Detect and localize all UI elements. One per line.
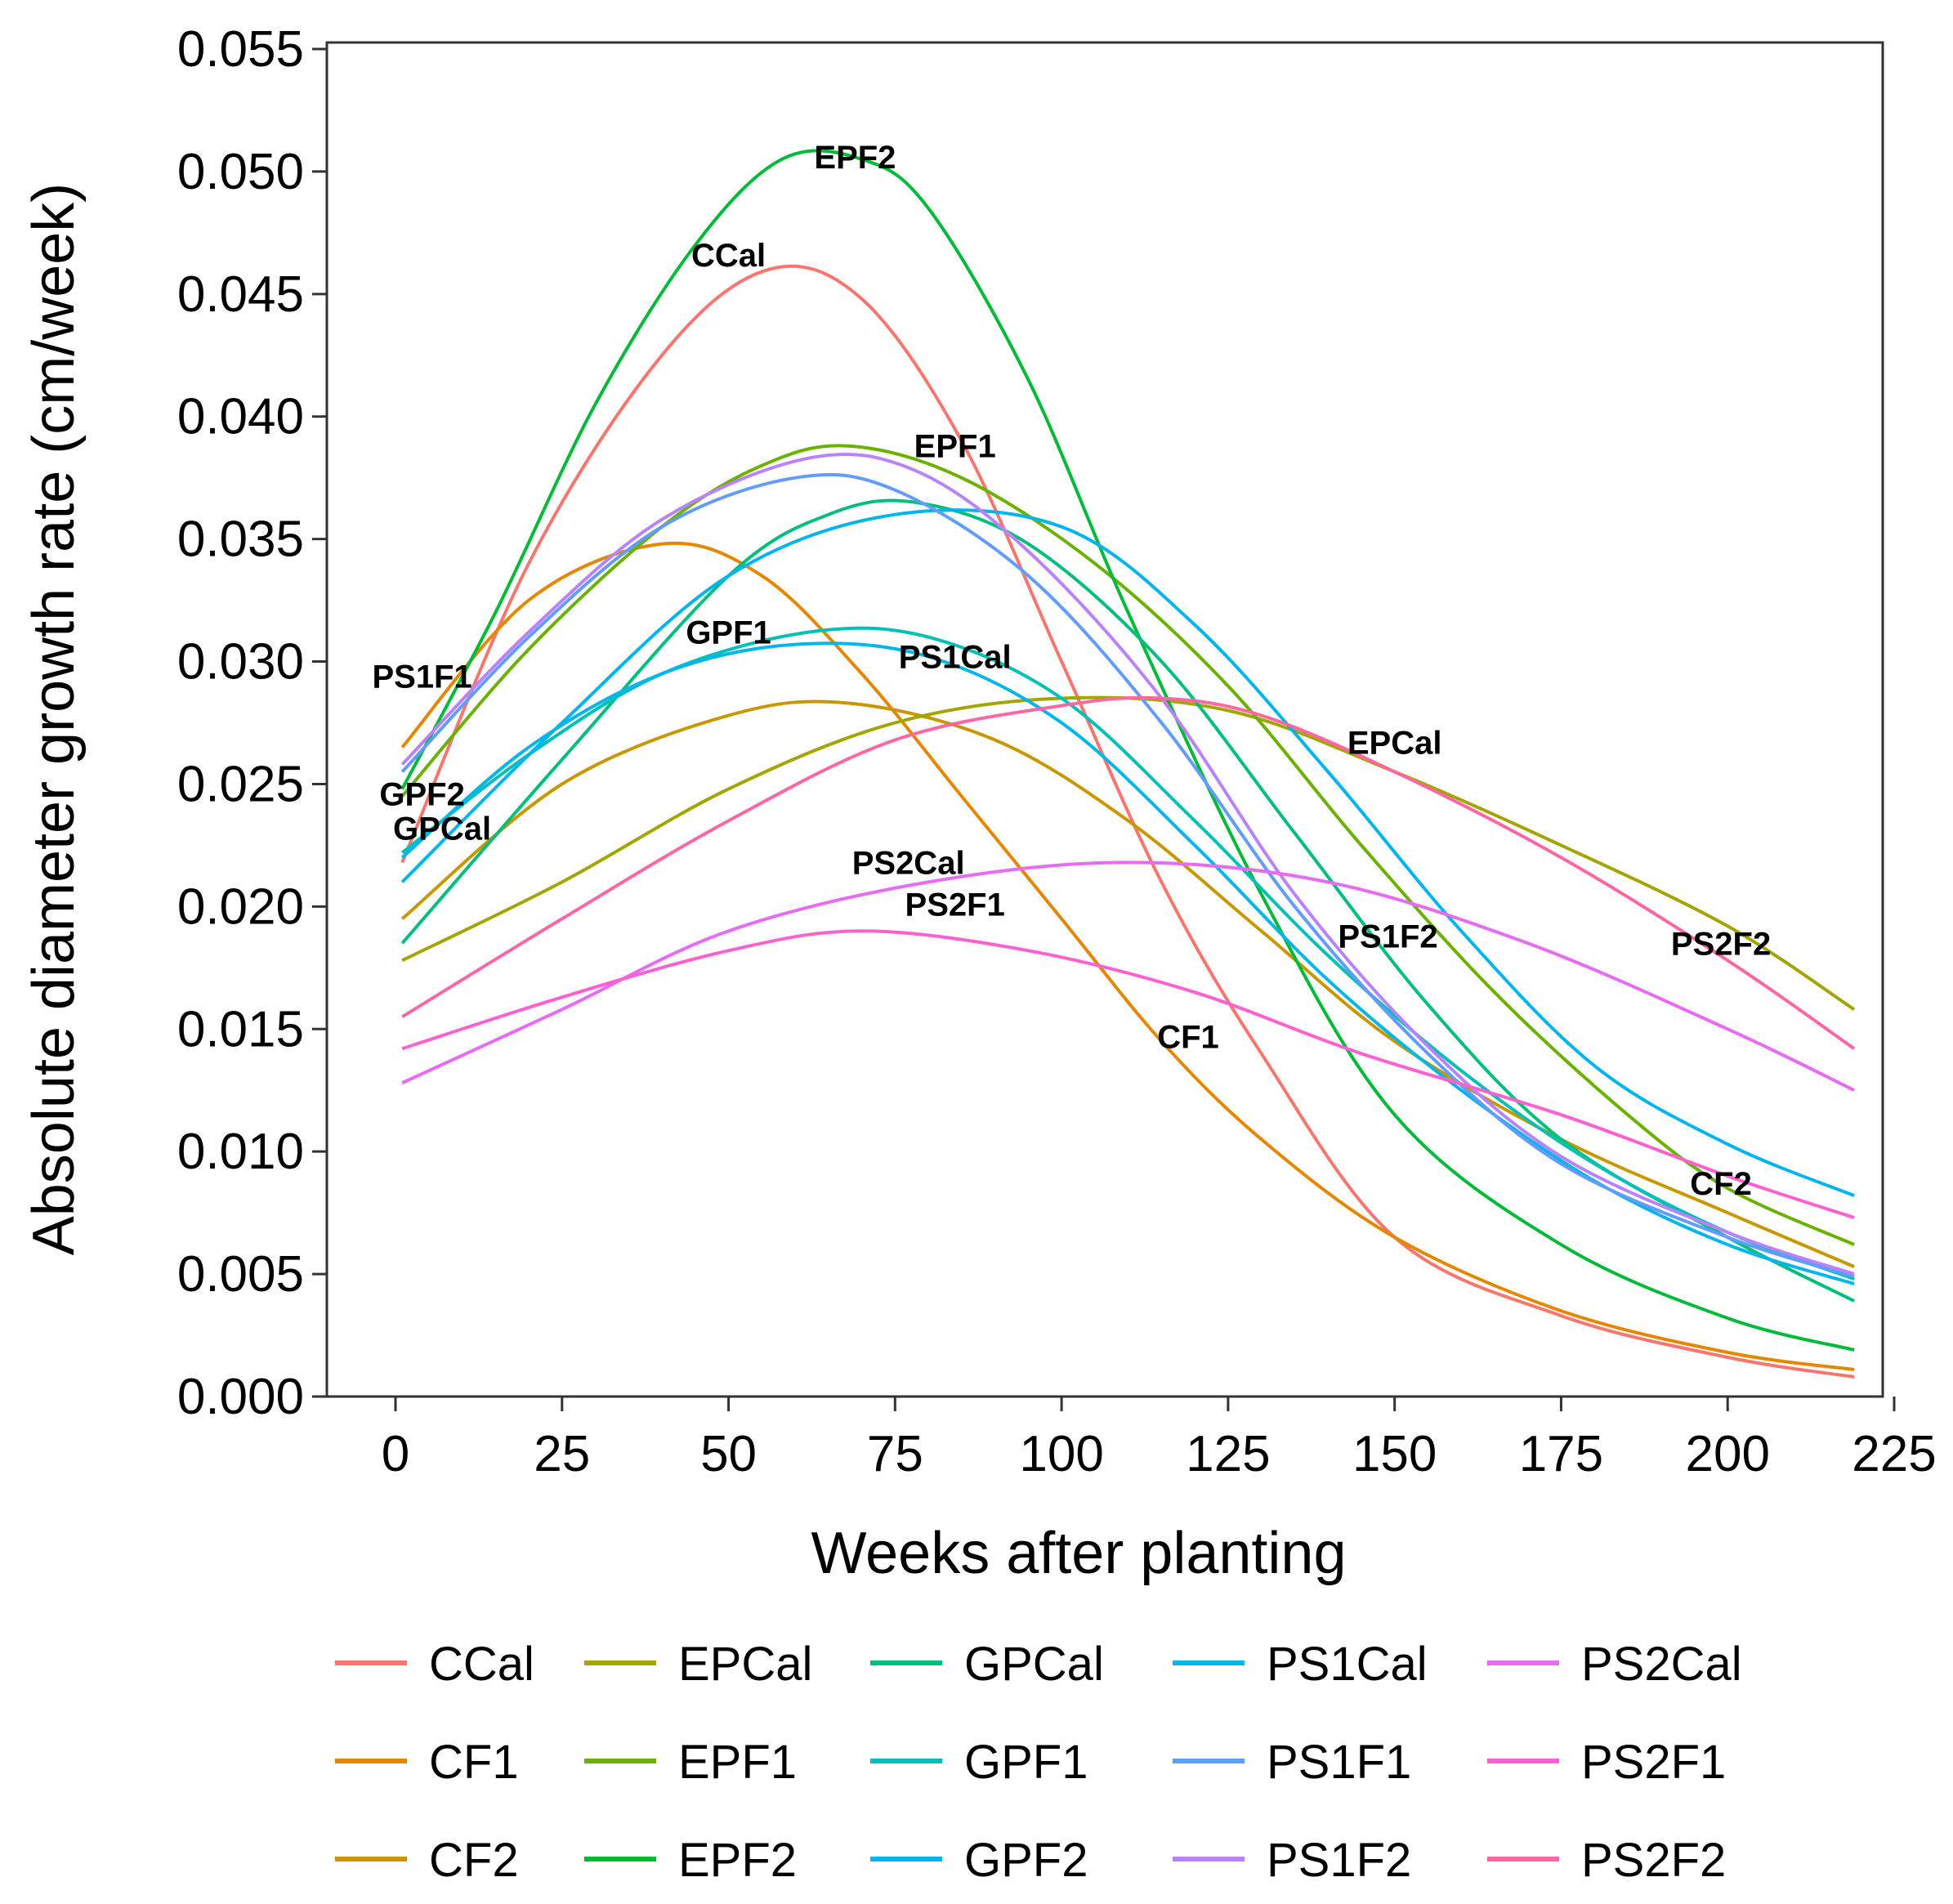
series-line-ps2f2 [401,695,1856,1050]
x-tick-label: 125 [1186,1426,1270,1482]
y-tick-label: 0.005 [177,1246,304,1303]
curve-label-gpcal: GPCal [393,811,491,847]
x-tick-label: 0 [382,1426,409,1482]
curve-label-cf1: CF1 [1157,1019,1219,1055]
curve-label-epf1: EPF1 [914,429,996,465]
x-axis-title: Weeks after planting [811,1521,1346,1586]
x-tick-label: 100 [1019,1426,1103,1482]
x-tick-label: 25 [534,1426,590,1482]
legend-label-cf2: CF2 [429,1834,519,1887]
curve-label-ps1f2: PS1F2 [1338,918,1437,954]
curve-label-epf2: EPF2 [814,140,896,176]
plot-frame [325,41,1884,1398]
y-tick-label: 0.055 [177,21,304,78]
curve-label-gpf1: GPF1 [686,615,771,651]
legend-label-gpf2: GPF2 [964,1834,1088,1887]
curve-label-ps2f2: PS2F2 [1671,926,1771,962]
y-tick-label: 0.020 [177,878,304,935]
series-line-cf1 [400,541,1855,1371]
curve-label-ps2f1: PS2F1 [905,887,1005,923]
legend-label-ps1f2: PS1F2 [1267,1834,1411,1887]
legend-label-gpf1: GPF1 [964,1736,1088,1789]
legend-label-epf2: EPF2 [678,1834,797,1887]
legend-label-ps1cal: PS1Cal [1267,1638,1428,1691]
curve-labels: EPF2 CCal EPF1 GPF1 PS1Cal PS1F1 EPCal GPF2GPCa… [372,140,1771,1202]
curve-label-epcal: EPCal [1347,725,1442,761]
series-line-ps1f1 [400,472,1855,1279]
x-tick-label: 50 [700,1426,757,1482]
y-tick-label: 0.035 [177,512,304,568]
series-line-gpf2 [400,508,1855,1197]
legend-label-ps2f2: PS2F2 [1581,1834,1726,1887]
series-line-gpcal [400,498,1855,1303]
curve-label-ps1f1: PS1F1 [372,659,471,695]
curve-label-ps1cal: PS1Cal [899,640,1012,676]
series-line-cf2 [400,699,1855,1268]
curve-label-gpf2: GPF2 [379,776,464,812]
y-tick-label: 0.050 [177,144,304,200]
y-axis-title: Absolute diameter growth rate (cm/week) [21,183,87,1256]
series-line-epcal [401,695,1856,1011]
x-axis: 0 25 50 75 100 125 150 175 200 225 [382,1397,1937,1482]
series-line-ps2cal [401,860,1855,1092]
series-line-ccal [400,264,1855,1379]
y-tick-label: 0.015 [177,1001,304,1057]
y-tick-label: 0.025 [177,756,304,812]
curve-label-cf2: CF2 [1690,1166,1752,1202]
legend: CCal CF1 CF2 EPCal EPF1 EPF2 GPCal GPF1 GPF2 PS1C… [335,1638,1742,1887]
y-tick-label: 0.045 [177,266,304,323]
curve-label-ccal: CCal [691,238,766,274]
series-line-epf2 [400,149,1855,1352]
x-tick-label: 75 [867,1426,923,1482]
series-line-epf1 [400,444,1855,1246]
legend-label-ps2cal: PS2Cal [1581,1638,1742,1691]
x-tick-label: 200 [1685,1426,1769,1482]
legend-label-ps2f1: PS2F1 [1581,1736,1726,1789]
series-line-ps2f1 [401,929,1855,1219]
series-line-ps1f2 [400,452,1855,1276]
x-tick-label: 150 [1352,1426,1437,1482]
y-tick-label: 0.030 [177,634,304,691]
x-tick-label: 225 [1852,1426,1936,1482]
x-tick-label: 175 [1519,1426,1603,1482]
y-tick-label: 0.040 [177,389,304,445]
legend-label-cf1: CF1 [429,1736,519,1789]
legend-label-ccal: CCal [429,1638,534,1691]
curve-label-ps2cal: PS2Cal [852,845,965,881]
y-tick-label: 0.010 [177,1124,304,1180]
y-tick-label: 0.000 [177,1369,304,1425]
legend-label-ps1f1: PS1F1 [1267,1736,1411,1789]
legend-label-epcal: EPCal [678,1638,812,1691]
legend-label-epf1: EPF1 [678,1736,797,1789]
series-lines [400,149,1856,1379]
series-line-gpf1 [400,626,1855,1281]
y-axis: 0.000 0.005 0.010 0.015 0.020 0.025 0.030 0.035… [177,21,327,1425]
legend-label-gpcal: GPCal [964,1638,1104,1691]
